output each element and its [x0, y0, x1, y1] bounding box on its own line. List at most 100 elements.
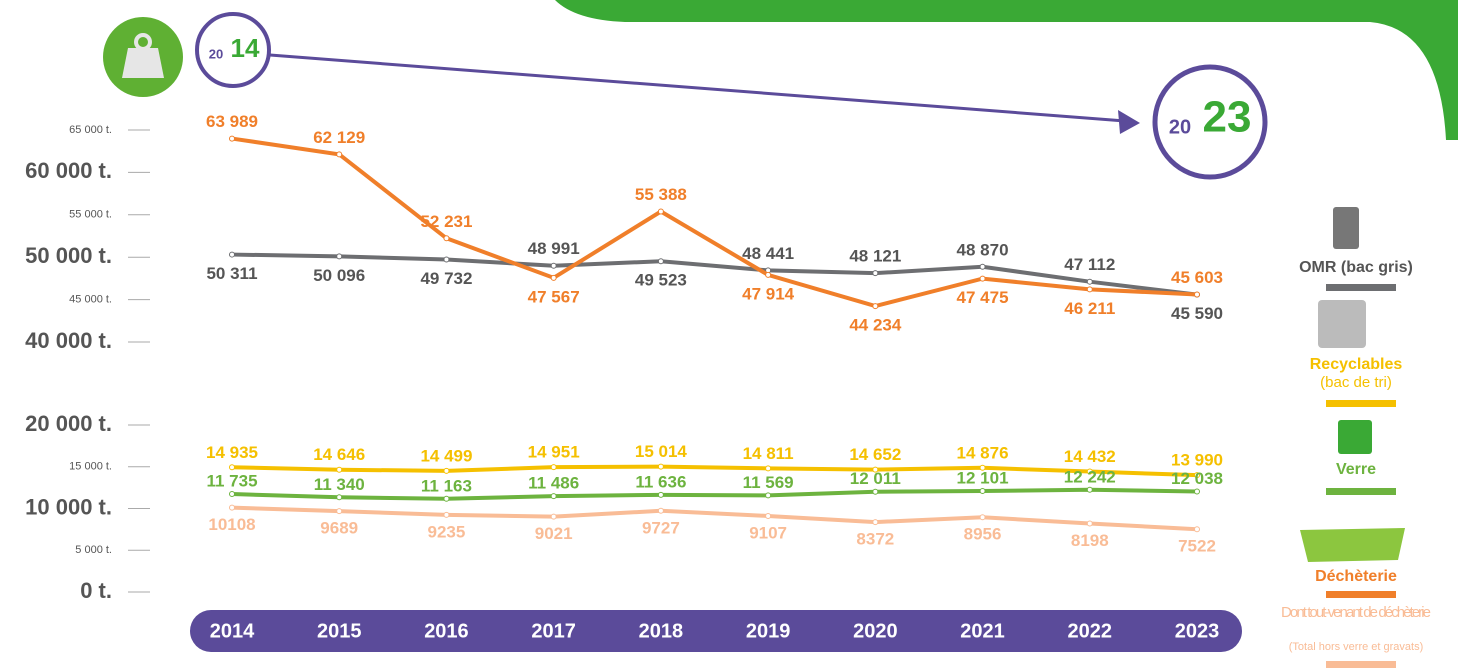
- y-tick-label: 60 000 t.: [25, 158, 112, 183]
- value-label: 48 870: [957, 240, 1009, 259]
- point: [766, 466, 771, 471]
- value-label: 14 935: [206, 443, 258, 462]
- legend-swatch: [1326, 661, 1396, 668]
- value-label: 55 388: [635, 185, 687, 204]
- point: [337, 152, 342, 157]
- point: [658, 209, 663, 214]
- series-line: [232, 139, 1197, 307]
- value-label: 11 340: [314, 475, 365, 494]
- value-label: 48 991: [528, 239, 580, 258]
- point: [1087, 487, 1092, 492]
- point: [980, 276, 985, 281]
- value-label: 48 441: [742, 244, 794, 263]
- y-tick-label: 45 000 t.: [69, 294, 112, 306]
- y-tick-label: 40 000 t.: [25, 328, 112, 353]
- x-tick-label: 2023: [1175, 620, 1220, 642]
- y-tick-label: 50 000 t.: [25, 243, 112, 268]
- value-label: 11 569: [743, 473, 794, 492]
- point: [230, 505, 235, 510]
- point: [230, 465, 235, 470]
- legend-note: (bac de tri): [1320, 374, 1392, 391]
- value-label: 52 231: [420, 212, 472, 231]
- legend-label: Recyclables: [1310, 356, 1403, 373]
- legend-label: Dont tout-venant de déchèterie: [1281, 604, 1431, 621]
- value-label: 9727: [642, 518, 680, 537]
- point: [658, 492, 663, 497]
- value-label: 14 951: [528, 443, 580, 462]
- point: [551, 465, 556, 470]
- value-label: 48 121: [849, 247, 901, 266]
- value-label: 8198: [1071, 531, 1109, 550]
- value-label: 44 234: [849, 316, 902, 335]
- glass-icon: [1338, 420, 1372, 454]
- x-tick-label: 2014: [210, 620, 255, 642]
- value-label: 9689: [320, 519, 358, 538]
- point: [873, 520, 878, 525]
- value-label: 45 603: [1171, 268, 1223, 287]
- value-label: 47 475: [957, 288, 1009, 307]
- y-tick-label: 65 000 t.: [69, 124, 112, 136]
- point: [551, 275, 556, 280]
- value-label: 14 499: [420, 446, 472, 465]
- x-tick-label: 2016: [424, 620, 469, 642]
- point: [1195, 527, 1200, 532]
- x-tick-label: 2017: [531, 620, 576, 642]
- point: [980, 515, 985, 520]
- x-tick-label: 2015: [317, 620, 362, 642]
- value-label: 8956: [964, 525, 1002, 544]
- point: [1087, 279, 1092, 284]
- value-label: 12 011: [850, 469, 901, 488]
- y-tick-label: 0 t.: [80, 578, 112, 603]
- value-label: 9107: [749, 523, 787, 542]
- value-label: 9235: [428, 522, 466, 541]
- value-label: 14 876: [957, 443, 1009, 462]
- value-label: 12 038: [1171, 469, 1223, 488]
- value-label: 14 432: [1064, 447, 1116, 466]
- dechet-icon: [1300, 528, 1405, 562]
- value-label: 13 990: [1171, 451, 1223, 470]
- point: [337, 467, 342, 472]
- weight-body: [122, 48, 164, 78]
- y-tick-label: 20 000 t.: [25, 411, 112, 436]
- x-tick-label: 2019: [746, 620, 791, 642]
- x-tick-label: 2021: [960, 620, 1005, 642]
- point: [444, 512, 449, 517]
- x-tick-label: 2018: [639, 620, 684, 642]
- point: [444, 257, 449, 262]
- value-label: 10108: [208, 515, 255, 534]
- value-label: 47 112: [1064, 255, 1115, 274]
- value-label: 47 567: [528, 287, 580, 306]
- point: [551, 494, 556, 499]
- end-year: 23: [1203, 93, 1252, 142]
- point: [444, 496, 449, 501]
- infographic: 20 14 20 23 2014 2015 2016 2017 2018 2019 2020…: [0, 0, 1458, 668]
- value-label: 49 732: [420, 269, 472, 288]
- series-line: [232, 255, 1197, 295]
- value-label: 11 735: [206, 471, 257, 490]
- decor-band: [555, 0, 1458, 140]
- value-label: 14 811: [743, 444, 794, 463]
- legend-label: OMR (bac gris): [1299, 259, 1413, 276]
- point: [444, 468, 449, 473]
- bin-icon: [1333, 207, 1359, 249]
- point: [230, 136, 235, 141]
- point: [1195, 489, 1200, 494]
- value-label: 12 242: [1064, 467, 1116, 486]
- point: [980, 264, 985, 269]
- x-tick-label: 2020: [853, 620, 898, 642]
- point: [873, 271, 878, 276]
- point: [230, 492, 235, 497]
- series-line: [232, 490, 1197, 499]
- point: [1087, 287, 1092, 292]
- point: [337, 509, 342, 514]
- value-label: 46 211: [1064, 299, 1115, 318]
- start-prefix: 20: [209, 46, 223, 61]
- start-year: 14: [231, 33, 260, 63]
- point: [873, 304, 878, 309]
- point: [1087, 521, 1092, 526]
- point: [337, 495, 342, 500]
- end-prefix: 20: [1169, 116, 1191, 138]
- value-label: 14 646: [313, 445, 365, 464]
- value-label: 15 014: [635, 442, 688, 461]
- value-label: 49 523: [635, 271, 687, 290]
